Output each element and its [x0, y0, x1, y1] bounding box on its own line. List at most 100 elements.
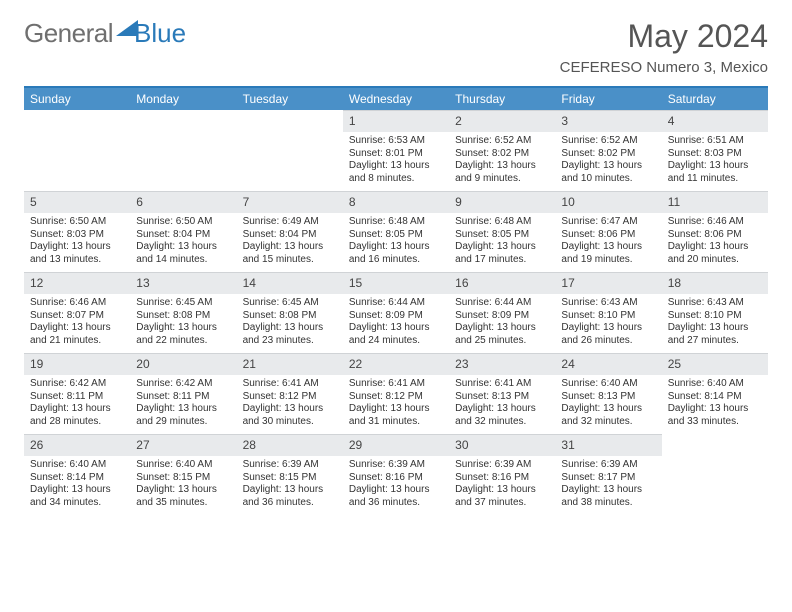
sunset-text: Sunset: 8:15 PM: [136, 472, 230, 485]
title-block: May 2024 CEFERESO Numero 3, Mexico: [560, 18, 768, 76]
day-details: Sunrise: 6:48 AMSunset: 8:05 PMDaylight:…: [343, 213, 449, 272]
day-number: 22: [343, 353, 449, 375]
day-details: Sunrise: 6:41 AMSunset: 8:12 PMDaylight:…: [343, 375, 449, 434]
daylight-text: and 19 minutes.: [561, 254, 655, 267]
daylight-text: and 8 minutes.: [349, 173, 443, 186]
day-cell: 2Sunrise: 6:52 AMSunset: 8:02 PMDaylight…: [449, 110, 555, 191]
day-number: 31: [555, 434, 661, 456]
daylight-text: Daylight: 13 hours: [455, 322, 549, 335]
daylight-text: Daylight: 13 hours: [243, 322, 337, 335]
day-details: Sunrise: 6:40 AMSunset: 8:13 PMDaylight:…: [555, 375, 661, 434]
sunset-text: Sunset: 8:10 PM: [561, 310, 655, 323]
daylight-text: and 17 minutes.: [455, 254, 549, 267]
daylight-text: and 34 minutes.: [30, 497, 124, 510]
day-cell: 24Sunrise: 6:40 AMSunset: 8:13 PMDayligh…: [555, 353, 661, 434]
daylight-text: and 33 minutes.: [668, 416, 762, 429]
sunrise-text: Sunrise: 6:41 AM: [455, 378, 549, 391]
day-details: Sunrise: 6:47 AMSunset: 8:06 PMDaylight:…: [555, 213, 661, 272]
daylight-text: Daylight: 13 hours: [30, 322, 124, 335]
sunset-text: Sunset: 8:06 PM: [561, 229, 655, 242]
sunset-text: Sunset: 8:05 PM: [349, 229, 443, 242]
logo: General Blue: [24, 18, 186, 49]
day-header-tue: Tuesday: [237, 88, 343, 110]
month-title: May 2024: [560, 18, 768, 55]
sunrise-text: Sunrise: 6:48 AM: [455, 216, 549, 229]
day-cell: 10Sunrise: 6:47 AMSunset: 8:06 PMDayligh…: [555, 191, 661, 272]
day-number: 24: [555, 353, 661, 375]
sunrise-text: Sunrise: 6:43 AM: [561, 297, 655, 310]
daylight-text: and 28 minutes.: [30, 416, 124, 429]
day-details: Sunrise: 6:51 AMSunset: 8:03 PMDaylight:…: [662, 132, 768, 191]
week-row: 19Sunrise: 6:42 AMSunset: 8:11 PMDayligh…: [24, 353, 768, 434]
sunrise-text: Sunrise: 6:41 AM: [349, 378, 443, 391]
day-number: 17: [555, 272, 661, 294]
sunset-text: Sunset: 8:03 PM: [668, 148, 762, 161]
day-details: Sunrise: 6:42 AMSunset: 8:11 PMDaylight:…: [24, 375, 130, 434]
day-details: Sunrise: 6:50 AMSunset: 8:04 PMDaylight:…: [130, 213, 236, 272]
daylight-text: Daylight: 13 hours: [243, 241, 337, 254]
day-details: Sunrise: 6:46 AMSunset: 8:06 PMDaylight:…: [662, 213, 768, 272]
week-row: 1Sunrise: 6:53 AMSunset: 8:01 PMDaylight…: [24, 110, 768, 191]
sunrise-text: Sunrise: 6:40 AM: [668, 378, 762, 391]
day-number: 25: [662, 353, 768, 375]
daylight-text: Daylight: 13 hours: [455, 403, 549, 416]
day-cell: 16 Sunrise: 6:44 AMSunset: 8:09 PMDayligh…: [449, 272, 555, 353]
day-number: 29: [343, 434, 449, 456]
daylight-text: and 24 minutes.: [349, 335, 443, 348]
sunset-text: Sunset: 8:05 PM: [455, 229, 549, 242]
sunrise-text: Sunrise: 6:39 AM: [561, 459, 655, 472]
day-number: 18: [662, 272, 768, 294]
day-cell: 21Sunrise: 6:41 AMSunset: 8:12 PMDayligh…: [237, 353, 343, 434]
day-cell: 15Sunrise: 6:44 AMSunset: 8:09 PMDayligh…: [343, 272, 449, 353]
sunset-text: Sunset: 8:03 PM: [30, 229, 124, 242]
sunrise-text: Sunrise: 6:53 AM: [349, 135, 443, 148]
sunrise-text: Sunrise: 6:47 AM: [561, 216, 655, 229]
day-cell: 26Sunrise: 6:40 AMSunset: 8:14 PMDayligh…: [24, 434, 130, 515]
day-cell: 3Sunrise: 6:52 AMSunset: 8:02 PMDaylight…: [555, 110, 661, 191]
day-details: Sunrise: 6:39 AMSunset: 8:17 PMDaylight:…: [555, 456, 661, 515]
daylight-text: and 21 minutes.: [30, 335, 124, 348]
day-cell: 31Sunrise: 6:39 AMSunset: 8:17 PMDayligh…: [555, 434, 661, 515]
daylight-text: and 32 minutes.: [455, 416, 549, 429]
sunrise-text: Sunrise: 6:41 AM: [243, 378, 337, 391]
day-details: [130, 117, 236, 174]
sunset-text: Sunset: 8:08 PM: [243, 310, 337, 323]
daylight-text: Daylight: 13 hours: [561, 241, 655, 254]
day-number: [130, 110, 236, 117]
sunset-text: Sunset: 8:11 PM: [136, 391, 230, 404]
sunset-text: Sunset: 8:12 PM: [243, 391, 337, 404]
day-cell: 29Sunrise: 6:39 AMSunset: 8:16 PMDayligh…: [343, 434, 449, 515]
day-number: 26: [24, 434, 130, 456]
weeks-container: 1Sunrise: 6:53 AMSunset: 8:01 PMDaylight…: [24, 110, 768, 515]
day-number: 7: [237, 191, 343, 213]
day-details: Sunrise: 6:40 AMSunset: 8:14 PMDaylight:…: [662, 375, 768, 434]
daylight-text: and 14 minutes.: [136, 254, 230, 267]
sunrise-text: Sunrise: 6:39 AM: [455, 459, 549, 472]
sunset-text: Sunset: 8:09 PM: [349, 310, 443, 323]
day-number: 21: [237, 353, 343, 375]
day-details: [237, 117, 343, 174]
daylight-text: Daylight: 13 hours: [668, 403, 762, 416]
sunset-text: Sunset: 8:07 PM: [30, 310, 124, 323]
day-number: 4: [662, 110, 768, 132]
day-number: 16: [449, 272, 555, 294]
day-details: Sunrise: 6:45 AMSunset: 8:08 PMDaylight:…: [237, 294, 343, 353]
daylight-text: and 23 minutes.: [243, 335, 337, 348]
day-details: Sunrise: 6:49 AMSunset: 8:04 PMDaylight:…: [237, 213, 343, 272]
daylight-text: and 15 minutes.: [243, 254, 337, 267]
day-details: Sunrise: 6:39 AMSunset: 8:16 PMDaylight:…: [343, 456, 449, 515]
day-number: 12: [24, 272, 130, 294]
day-number: [662, 434, 768, 441]
day-details: Sunrise: 6:41 AMSunset: 8:13 PMDaylight:…: [449, 375, 555, 434]
sunset-text: Sunset: 8:04 PM: [243, 229, 337, 242]
day-number: 23: [449, 353, 555, 375]
logo-text-2: Blue: [134, 18, 186, 49]
sunrise-text: Sunrise: 6:45 AM: [243, 297, 337, 310]
daylight-text: and 22 minutes.: [136, 335, 230, 348]
day-cell: 13Sunrise: 6:45 AMSunset: 8:08 PMDayligh…: [130, 272, 236, 353]
day-number: 30: [449, 434, 555, 456]
sunrise-text: Sunrise: 6:49 AM: [243, 216, 337, 229]
daylight-text: Daylight: 13 hours: [561, 160, 655, 173]
sunset-text: Sunset: 8:09 PM: [455, 310, 549, 323]
sunrise-text: Sunrise: 6:44 AM: [455, 297, 549, 310]
